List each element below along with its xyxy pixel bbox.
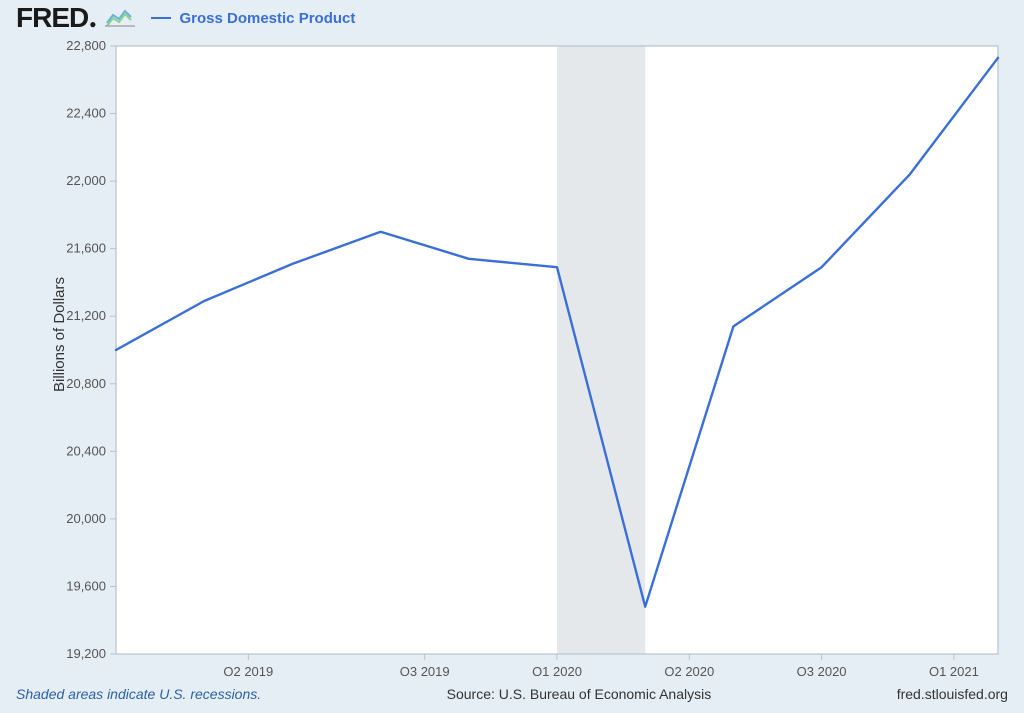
- line-chart: 19,200 19,600 20,000 20,400 20,800 21,200 21,6…: [16, 36, 1008, 676]
- x-tick-label: Q3 2020: [797, 664, 847, 676]
- y-tick-label: 20,800: [66, 376, 106, 391]
- chart-container: Billions of Dollars 19,200 19,600 20,000 20…: [16, 36, 1008, 676]
- chart-header: FRED● Gross Domestic Product: [16, 0, 355, 36]
- y-tick-label: 22,400: [66, 106, 106, 121]
- y-tick-label: 21,600: [66, 241, 106, 256]
- y-axis-title: Billions of Dollars: [51, 277, 68, 392]
- x-tick-label: Q2 2020: [664, 664, 714, 676]
- legend-label: Gross Domestic Product: [179, 10, 355, 27]
- fred-logo: FRED●: [16, 2, 95, 34]
- y-tick-label: 20,400: [66, 443, 106, 458]
- logo-text: FRED: [16, 2, 88, 34]
- y-tick-label: 21,200: [66, 308, 106, 323]
- recession-band: [557, 46, 645, 654]
- logo-dot: ●: [89, 17, 95, 34]
- legend-swatch: [151, 17, 171, 20]
- chart-footer: Shaded areas indicate U.S. recessions. S…: [16, 680, 1008, 708]
- fred-link[interactable]: fred.stlouisfed.org: [897, 686, 1008, 702]
- y-tick-label: 19,600: [66, 578, 106, 593]
- recession-note: Shaded areas indicate U.S. recessions.: [16, 686, 261, 702]
- x-tick-label: Q3 2019: [400, 664, 450, 676]
- x-tick-label: Q2 2019: [223, 664, 273, 676]
- y-tick-label: 19,200: [66, 646, 106, 661]
- y-tick-label: 22,000: [66, 173, 106, 188]
- source-label: Source: U.S. Bureau of Economic Analysis: [447, 686, 712, 702]
- page: FRED● Gross Domestic Product Billions of…: [0, 0, 1024, 713]
- logo-chart-icon: [105, 5, 135, 32]
- legend: Gross Domestic Product: [151, 10, 355, 27]
- x-tick-label: Q1 2021: [929, 664, 979, 676]
- x-tick-label: Q1 2020: [532, 664, 582, 676]
- y-tick-label: 22,800: [66, 38, 106, 53]
- y-tick-label: 20,000: [66, 511, 106, 526]
